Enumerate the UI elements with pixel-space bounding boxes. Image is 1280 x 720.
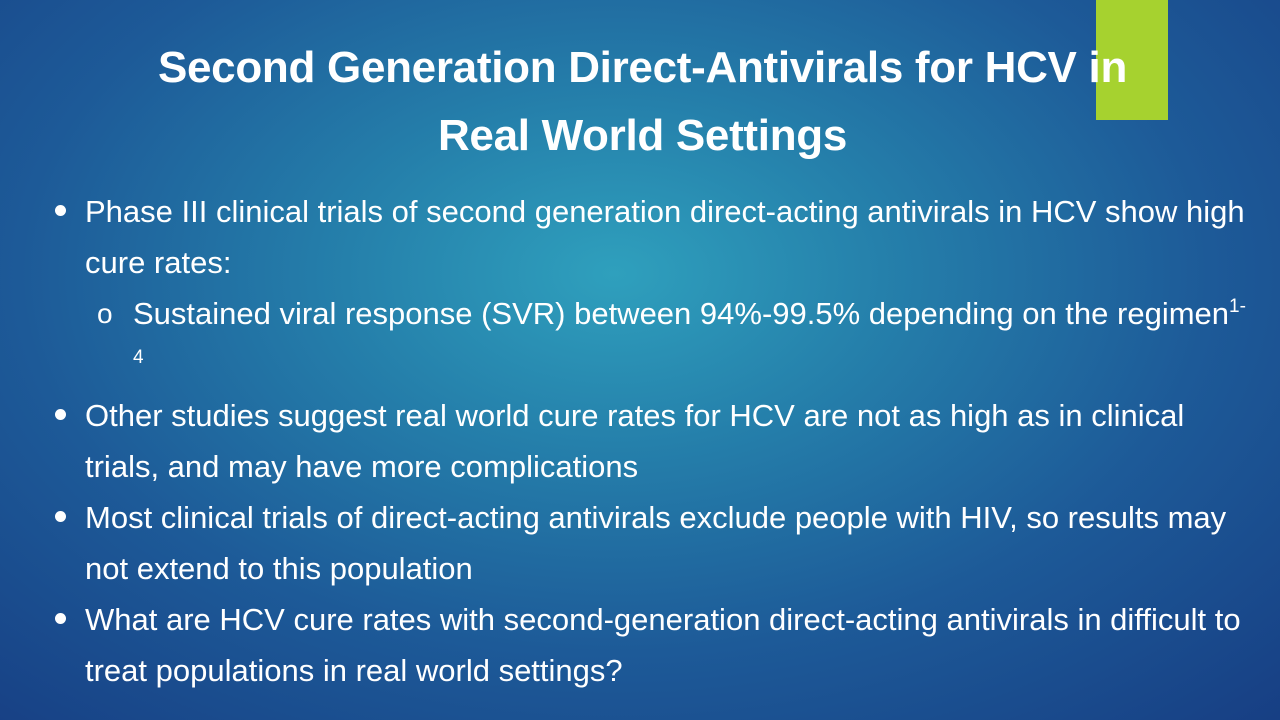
bullet-text: Most clinical trials of direct-acting an… <box>85 500 1227 586</box>
bullet-dot-icon <box>55 205 66 216</box>
title-line-2: Real World Settings <box>437 111 848 160</box>
citation-superscript: 1-4 <box>133 296 1246 368</box>
bullet-list: Phase III clinical trials of second gene… <box>55 186 1255 696</box>
sub-bullet-text: Sustained viral response (SVR) between 9… <box>133 296 1230 331</box>
bullet-dot-icon <box>55 511 66 522</box>
accent-bar <box>1096 0 1168 120</box>
sub-bullet-list: o Sustained viral response (SVR) between… <box>85 288 1255 390</box>
sub-bullet-marker: o <box>97 298 113 329</box>
bullet-dot-icon <box>55 613 66 624</box>
bullet-item: Other studies suggest real world cure ra… <box>55 390 1255 492</box>
bullet-item: Most clinical trials of direct-acting an… <box>55 492 1255 594</box>
sub-bullet-item: o Sustained viral response (SVR) between… <box>85 288 1255 390</box>
bullet-item: What are HCV cure rates with second-gene… <box>55 594 1255 696</box>
bullet-item: Phase III clinical trials of second gene… <box>55 186 1255 390</box>
bullet-text: What are HCV cure rates with second-gene… <box>85 602 1241 688</box>
slide-title: Second Generation Direct-Antivirals for … <box>40 34 1245 170</box>
bullet-text: Other studies suggest real world cure ra… <box>85 398 1185 484</box>
title-line-1: Second Generation Direct-Antivirals for … <box>157 43 1128 92</box>
bullet-text: Phase III clinical trials of second gene… <box>85 194 1245 280</box>
bullet-dot-icon <box>55 409 66 420</box>
